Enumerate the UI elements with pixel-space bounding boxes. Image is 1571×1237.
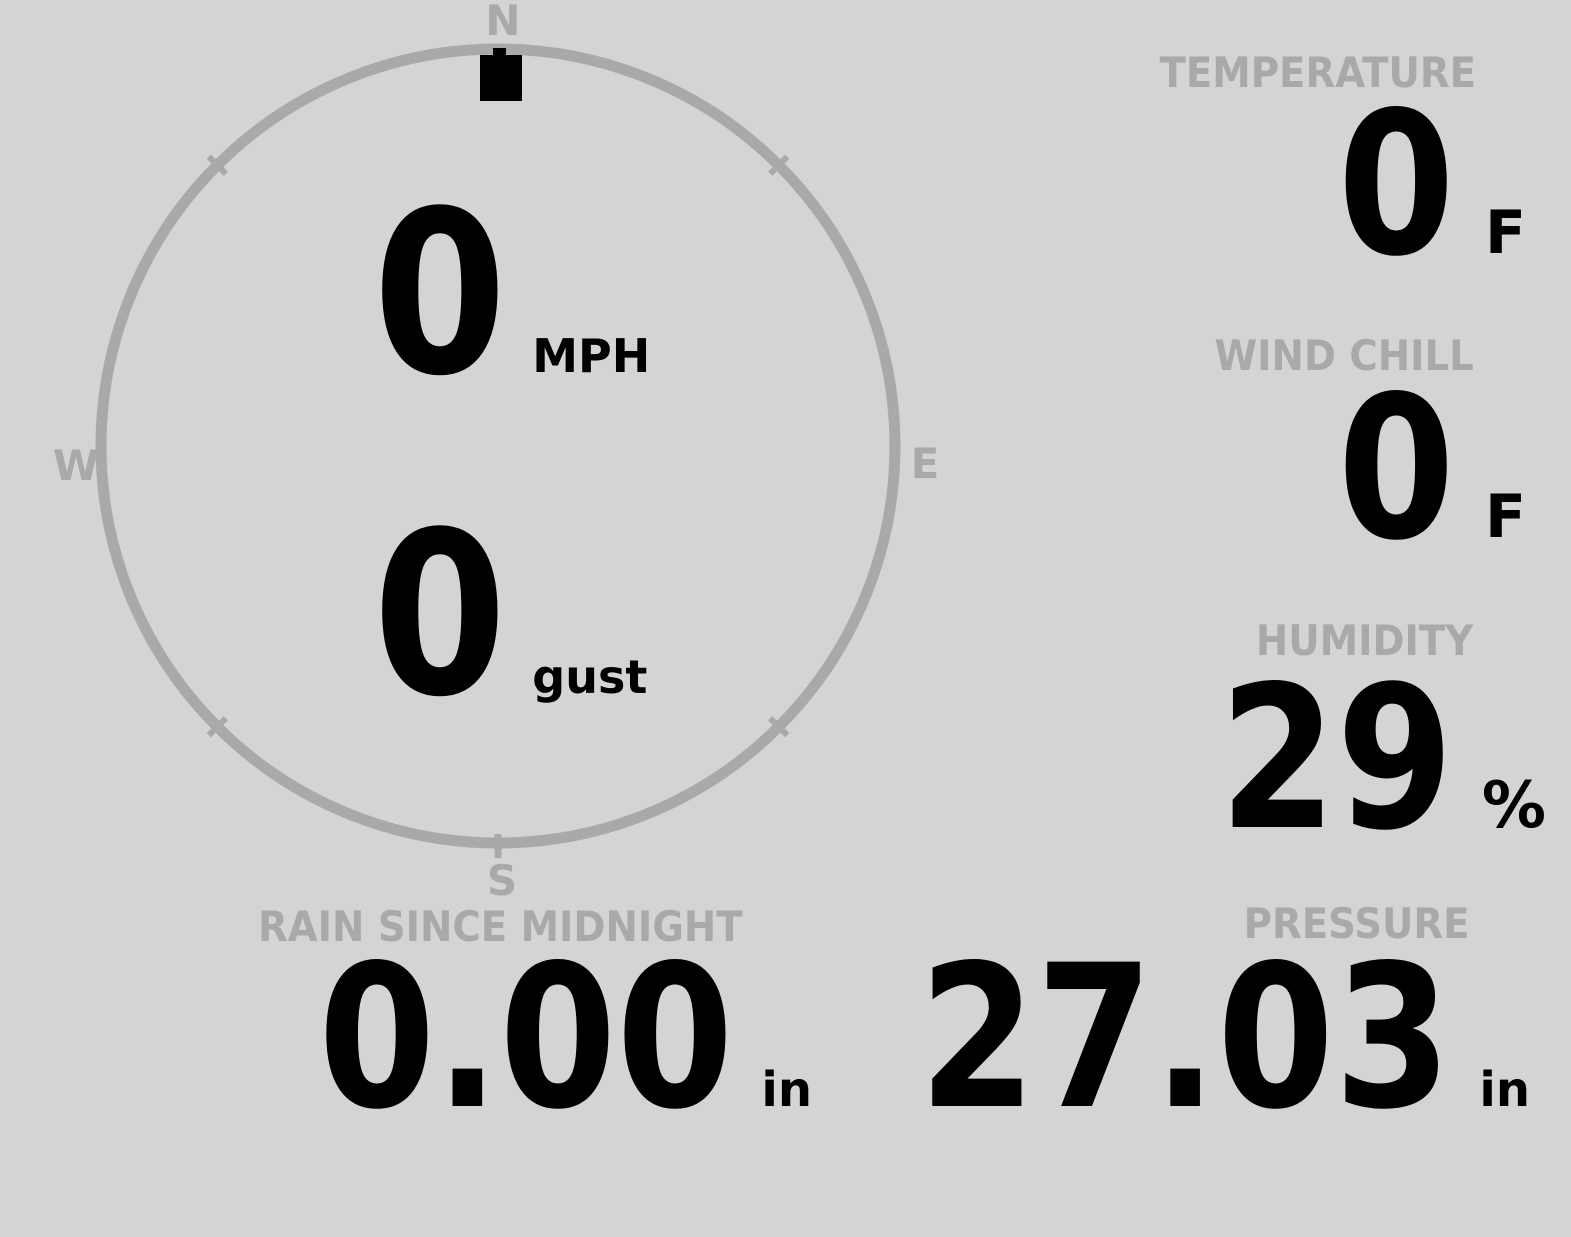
- humidity-readout: 29 %: [1178, 660, 1546, 858]
- temperature-label: TEMPERATURE: [1159, 48, 1476, 97]
- humidity-unit: %: [1481, 769, 1546, 843]
- pressure-readout: 27.03 in: [825, 939, 1530, 1137]
- compass-tick-ne: [768, 154, 790, 176]
- temperature-unit: F: [1485, 198, 1526, 268]
- compass-tick-nw: [206, 154, 228, 176]
- wind-gust-value: 0: [373, 484, 507, 747]
- compass-label-north: N: [485, 0, 521, 45]
- rain-since-midnight-value: 0.00: [318, 922, 734, 1153]
- pressure-label: PRESSURE: [1244, 899, 1470, 948]
- wind-speed-value: 0: [373, 163, 507, 426]
- rain-since-midnight-readout: 0.00 in: [245, 939, 812, 1137]
- wind-chill-unit: F: [1485, 482, 1526, 552]
- wind-speed-readout: 0 MPH: [373, 182, 650, 408]
- pressure-unit: in: [1479, 1062, 1530, 1118]
- wind-speed-unit: MPH: [532, 329, 651, 383]
- wind-chill-label: WIND CHILL: [1214, 331, 1474, 380]
- wind-gust-readout: 0 gust: [373, 503, 647, 729]
- wind-gust-unit: gust: [532, 650, 648, 704]
- compass-label-east: E: [910, 439, 940, 488]
- humidity-value: 29: [1219, 643, 1454, 874]
- compass-label-west: W: [52, 441, 100, 490]
- temperature-readout: 0 F: [1317, 86, 1526, 284]
- compass-tick-se: [768, 716, 790, 738]
- wind-chill-value: 0: [1337, 353, 1455, 584]
- compass-tick-sw: [206, 716, 228, 738]
- humidity-label: HUMIDITY: [1255, 616, 1473, 665]
- rain-since-midnight-label: RAIN SINCE MIDNIGHT: [258, 902, 743, 951]
- rain-since-midnight-unit: in: [761, 1062, 812, 1118]
- pressure-value: 27.03: [919, 922, 1452, 1153]
- wind-direction-pointer: [480, 48, 522, 101]
- wind-chill-readout: 0 F: [1317, 370, 1526, 568]
- temperature-value: 0: [1337, 69, 1455, 300]
- compass-label-south: S: [486, 856, 518, 905]
